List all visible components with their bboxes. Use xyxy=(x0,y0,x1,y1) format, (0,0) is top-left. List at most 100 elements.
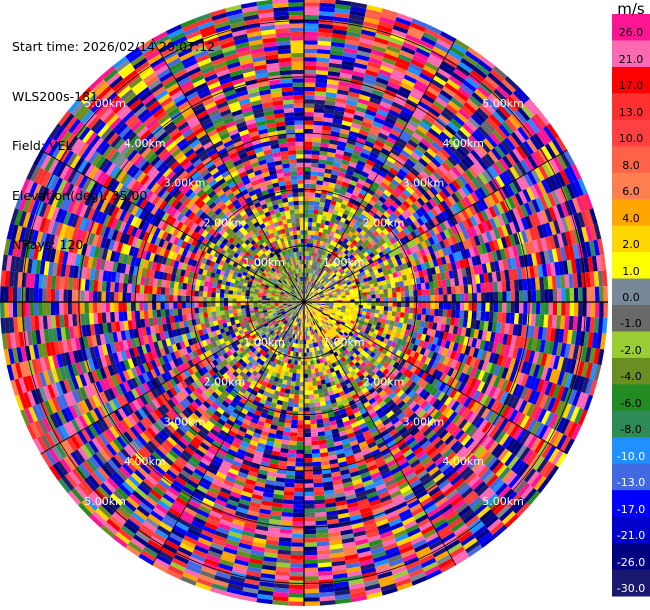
gate-cell xyxy=(343,151,353,158)
gate-cell xyxy=(404,307,410,313)
gate-cell xyxy=(304,508,315,514)
gate-cell xyxy=(293,398,299,404)
gate-cell xyxy=(384,49,400,58)
gate-cell xyxy=(408,313,414,320)
gate-cell xyxy=(385,225,393,233)
gate-cell xyxy=(297,415,304,421)
gate-cell xyxy=(343,267,349,273)
gate-cell xyxy=(371,206,379,214)
gate-cell xyxy=(319,285,324,289)
gate-cell xyxy=(369,53,384,62)
gate-cell xyxy=(309,402,315,408)
gate-cell xyxy=(394,121,406,131)
gate-cell xyxy=(322,211,328,217)
gate-cell xyxy=(391,201,400,210)
gate-cell xyxy=(455,111,468,124)
gate-cell xyxy=(350,207,357,215)
gate-cell xyxy=(344,147,354,154)
gate-cell xyxy=(353,230,360,237)
gate-cell xyxy=(405,174,415,183)
gate-cell xyxy=(309,196,315,202)
gate-cell xyxy=(518,313,524,325)
gate-cell xyxy=(291,529,304,535)
gate-cell xyxy=(349,262,356,268)
gate-cell xyxy=(317,214,323,220)
gate-cell xyxy=(306,276,308,282)
gate-cell xyxy=(554,188,565,204)
gate-cell xyxy=(390,315,396,322)
gate-cell xyxy=(348,18,364,26)
gate-cell xyxy=(311,226,316,232)
gate-cell xyxy=(324,251,329,257)
gate-cell xyxy=(465,137,477,150)
gate-cell xyxy=(304,230,308,235)
gate-cell xyxy=(530,277,536,291)
gate-cell xyxy=(308,217,313,223)
gate-cell xyxy=(366,213,374,220)
gate-cell xyxy=(498,302,503,313)
gate-cell xyxy=(450,152,461,164)
gate-cell xyxy=(386,45,401,54)
gate-cell xyxy=(428,127,440,138)
gate-cell xyxy=(417,76,431,87)
gate-cell xyxy=(310,256,314,261)
gate-cell xyxy=(444,124,457,136)
gate-cell xyxy=(304,154,312,159)
gate-cell xyxy=(306,348,310,353)
gate-cell xyxy=(363,216,371,224)
gate-cell xyxy=(350,1,368,9)
gate-cell xyxy=(512,148,524,162)
gate-cell xyxy=(347,95,359,103)
gate-cell xyxy=(331,256,337,261)
gate-cell xyxy=(453,213,462,224)
gate-cell xyxy=(312,133,322,139)
gate-cell xyxy=(332,29,347,36)
gate-cell xyxy=(346,30,362,38)
gate-cell xyxy=(306,255,309,260)
gate-cell xyxy=(452,93,467,106)
gate-cell xyxy=(485,302,490,312)
gate-cell xyxy=(530,313,536,327)
gate-cell xyxy=(449,46,465,58)
gate-cell xyxy=(315,520,328,526)
gate-cell xyxy=(304,555,318,560)
gate-cell xyxy=(304,466,313,471)
gate-cell xyxy=(308,209,314,214)
gate-cell xyxy=(383,259,389,266)
gate-cell xyxy=(333,232,339,238)
gate-cell xyxy=(285,474,295,480)
gate-cell xyxy=(304,293,306,298)
gate-cell xyxy=(304,200,310,205)
gate-cell xyxy=(458,61,473,74)
gate-cell xyxy=(304,69,317,75)
gate-cell xyxy=(358,94,371,102)
gate-cell xyxy=(428,82,442,94)
gate-cell xyxy=(310,179,317,185)
gate-cell xyxy=(441,60,456,72)
gate-cell xyxy=(429,186,439,196)
gate-cell xyxy=(383,53,398,62)
gate-cell xyxy=(465,76,480,89)
gate-cell xyxy=(480,122,493,136)
gate-cell xyxy=(317,210,324,216)
gate-cell xyxy=(456,129,469,141)
gate-cell xyxy=(373,202,382,211)
gate-cell xyxy=(384,302,389,307)
gate-cell xyxy=(378,224,386,232)
gate-cell xyxy=(441,161,452,172)
gate-cell xyxy=(405,217,414,226)
gate-cell xyxy=(339,72,353,79)
gate-cell xyxy=(420,223,429,233)
gate-cell xyxy=(308,377,313,383)
gate-cell xyxy=(323,246,328,252)
gate-cell xyxy=(520,204,529,218)
gate-cell xyxy=(341,199,349,206)
gate-cell xyxy=(284,486,295,492)
gate-cell xyxy=(312,218,318,223)
gate-cell xyxy=(527,154,538,169)
gate-cell xyxy=(381,97,394,106)
gate-cell xyxy=(313,112,324,118)
gate-cell xyxy=(418,157,429,168)
gate-cell xyxy=(384,140,395,149)
gate-cell xyxy=(313,284,317,289)
